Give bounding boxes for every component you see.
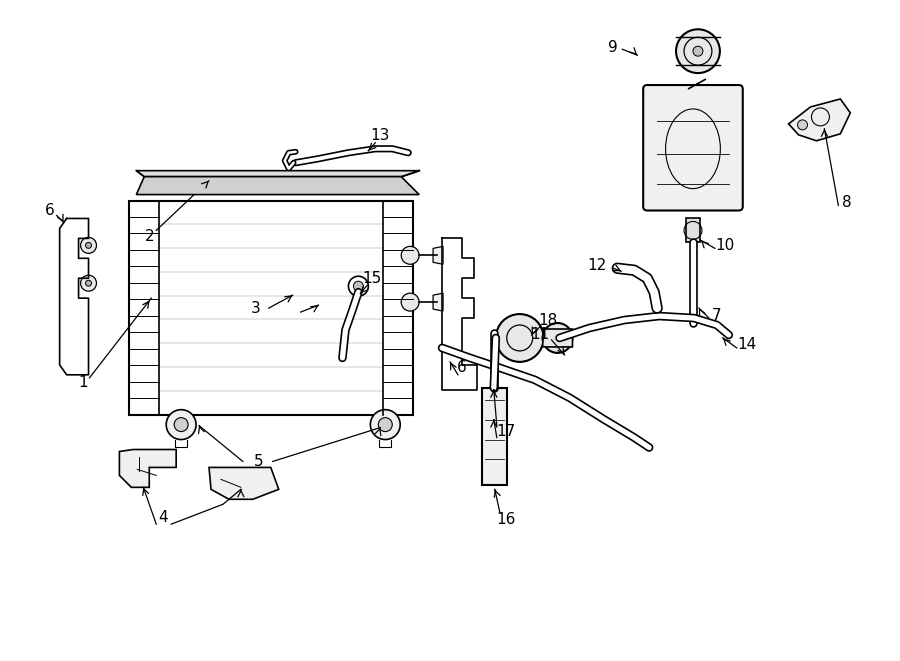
Text: 18: 18 xyxy=(538,313,557,328)
Text: 5: 5 xyxy=(254,454,264,469)
Text: 13: 13 xyxy=(371,128,390,143)
Circle shape xyxy=(86,280,92,286)
Polygon shape xyxy=(136,171,419,176)
Bar xyxy=(130,200,413,414)
Text: 4: 4 xyxy=(158,510,168,525)
Polygon shape xyxy=(433,247,443,264)
Circle shape xyxy=(401,247,419,264)
Text: 16: 16 xyxy=(496,512,516,527)
Polygon shape xyxy=(688,79,706,89)
Text: 2: 2 xyxy=(145,229,154,244)
Text: 9: 9 xyxy=(608,40,618,55)
Polygon shape xyxy=(543,329,572,347)
Text: 1: 1 xyxy=(78,375,88,390)
Circle shape xyxy=(86,243,92,249)
Circle shape xyxy=(378,418,392,432)
Text: 3: 3 xyxy=(251,301,261,315)
Circle shape xyxy=(797,120,807,130)
Text: 11: 11 xyxy=(530,327,549,342)
Circle shape xyxy=(676,29,720,73)
Text: 6: 6 xyxy=(457,360,467,375)
Polygon shape xyxy=(788,99,850,141)
Circle shape xyxy=(401,293,419,311)
Text: 12: 12 xyxy=(588,258,607,273)
Text: 14: 14 xyxy=(737,337,756,352)
Polygon shape xyxy=(686,219,700,243)
Circle shape xyxy=(354,281,364,291)
Polygon shape xyxy=(433,293,443,311)
Circle shape xyxy=(543,323,572,353)
Text: 10: 10 xyxy=(716,238,734,253)
Polygon shape xyxy=(136,176,419,194)
Circle shape xyxy=(81,275,96,291)
Circle shape xyxy=(496,314,544,362)
Circle shape xyxy=(175,418,188,432)
Text: 6: 6 xyxy=(45,203,55,218)
Text: 7: 7 xyxy=(712,307,722,323)
FancyBboxPatch shape xyxy=(644,85,742,210)
Circle shape xyxy=(81,237,96,253)
Polygon shape xyxy=(209,467,279,499)
Bar xyxy=(482,388,507,485)
Text: 8: 8 xyxy=(842,195,851,210)
Circle shape xyxy=(370,410,400,440)
Text: 15: 15 xyxy=(363,271,382,286)
Circle shape xyxy=(166,410,196,440)
Circle shape xyxy=(693,46,703,56)
Polygon shape xyxy=(120,449,176,487)
Text: 17: 17 xyxy=(496,424,516,439)
